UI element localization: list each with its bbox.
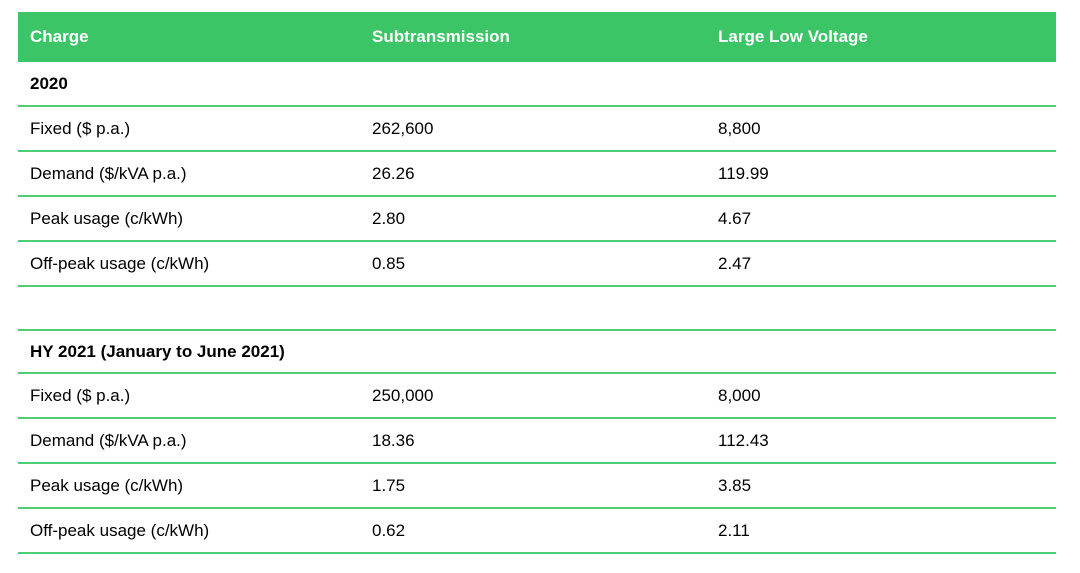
header-charge: Charge [30,27,89,46]
value-subtransmission: 0.85 [372,253,406,273]
section-spacer [18,287,1056,329]
table-row: Peak usage (c/kWh) 2.80 4.67 [18,197,1056,242]
value-subtransmission: 1.75 [372,475,406,495]
row-label: Fixed ($ p.a.) [30,385,131,405]
row-label: Off-peak usage (c/kWh) [30,253,210,273]
row-label: Peak usage (c/kWh) [30,208,184,228]
table-row: Peak usage (c/kWh) 1.75 3.85 [18,464,1056,509]
table-row: Demand ($/kVA p.a.) 18.36 112.43 [18,419,1056,464]
value-large-low-voltage: 8,000 [718,385,761,405]
value-subtransmission: 0.62 [372,520,406,540]
value-large-low-voltage: 2.11 [718,520,750,540]
row-label: Peak usage (c/kWh) [30,475,184,495]
value-large-low-voltage: 3.85 [718,475,752,495]
row-label: Off-peak usage (c/kWh) [30,520,210,540]
header-large-low-voltage: Large Low Voltage [718,27,868,46]
value-subtransmission: 262,600 [372,118,434,138]
value-large-low-voltage: 112.43 [718,430,769,450]
value-large-low-voltage: 119.99 [718,163,769,183]
table-row: Fixed ($ p.a.) 250,000 8,000 [18,374,1056,419]
table-row: Off-peak usage (c/kWh) 0.62 2.11 [18,509,1056,554]
section-title-hy-2021: HY 2021 (January to June 2021) [18,329,1056,374]
value-subtransmission: 18.36 [372,430,415,450]
section-title-2020: 2020 [18,62,1056,107]
table-row: Off-peak usage (c/kWh) 0.85 2.47 [18,242,1056,287]
row-label: Demand ($/kVA p.a.) [30,163,187,183]
value-large-low-voltage: 2.47 [718,253,752,273]
table-row: Demand ($/kVA p.a.) 26.26 119.99 [18,152,1056,197]
section-title-label: 2020 [30,73,68,93]
value-subtransmission: 26.26 [372,163,415,183]
row-label: Fixed ($ p.a.) [30,118,131,138]
section-title-label: HY 2021 (January to June 2021) [30,341,285,361]
table-header-row: Charge Subtransmission Large Low Voltage [18,12,1056,62]
value-large-low-voltage: 8,800 [718,118,761,138]
table-row: Fixed ($ p.a.) 262,600 8,800 [18,107,1056,152]
header-subtransmission: Subtransmission [372,27,510,46]
value-large-low-voltage: 4.67 [718,208,752,228]
tariff-table: Charge Subtransmission Large Low Voltage… [18,12,1056,554]
value-subtransmission: 250,000 [372,385,434,405]
value-subtransmission: 2.80 [372,208,406,228]
row-label: Demand ($/kVA p.a.) [30,430,187,450]
